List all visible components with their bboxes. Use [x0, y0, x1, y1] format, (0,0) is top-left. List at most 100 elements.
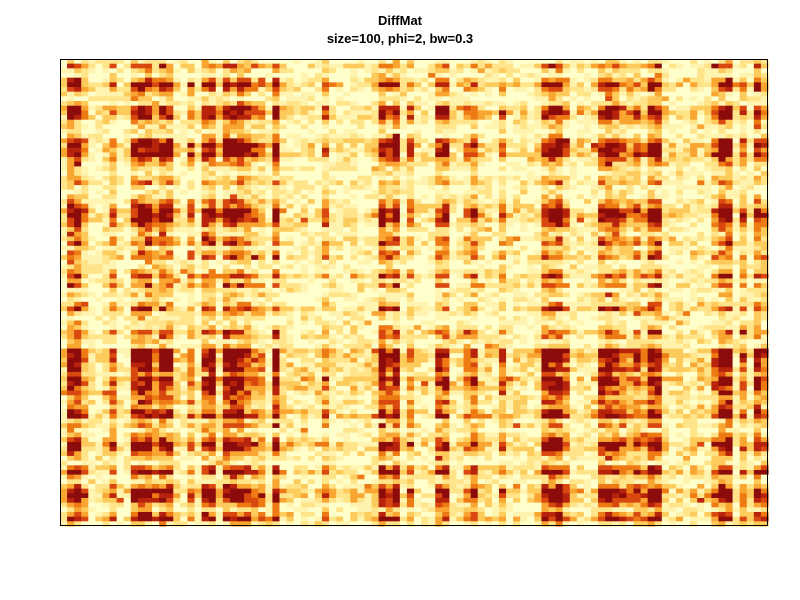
- heatmap-cell: [555, 110, 564, 116]
- heatmap-cell: [144, 278, 153, 284]
- heatmap-cell: [357, 236, 366, 242]
- heatmap-cell: [555, 91, 564, 97]
- heatmap-cell: [350, 96, 358, 102]
- heatmap-cell: [130, 105, 139, 111]
- heatmap-cell: [591, 217, 599, 224]
- heatmap-cell: [598, 63, 606, 69]
- heatmap-cell: [484, 269, 493, 275]
- heatmap-cell: [683, 129, 691, 135]
- heatmap-cell: [406, 189, 415, 196]
- heatmap-cell: [300, 217, 309, 224]
- heatmap-cell: [654, 77, 663, 83]
- heatmap-cell: [619, 250, 627, 256]
- heatmap-cell: [520, 73, 528, 79]
- heatmap-cell: [711, 287, 720, 294]
- heatmap-cell: [520, 133, 528, 139]
- heatmap-cell: [95, 236, 104, 242]
- heatmap-cell: [272, 73, 281, 79]
- heatmap-cell: [421, 185, 429, 191]
- heatmap-cell: [130, 96, 139, 102]
- heatmap-cell: [399, 222, 408, 228]
- heatmap-cell: [343, 119, 351, 125]
- heatmap-cell: [208, 245, 217, 252]
- heatmap-cell: [166, 152, 174, 158]
- heatmap-cell: [321, 245, 330, 252]
- heatmap-cell: [414, 278, 422, 284]
- heatmap-cell: [414, 147, 422, 153]
- heatmap-cell: [633, 213, 642, 219]
- heatmap-cell: [760, 250, 769, 256]
- heatmap-cell: [102, 199, 111, 205]
- heatmap-cell: [251, 259, 259, 266]
- heatmap-cell: [123, 241, 132, 247]
- heatmap-cell: [527, 264, 535, 270]
- heatmap-cell: [498, 208, 507, 214]
- heatmap-cell: [555, 278, 564, 284]
- heatmap-cell: [654, 143, 663, 149]
- heatmap-cell: [187, 269, 196, 275]
- heatmap-cell: [654, 68, 663, 74]
- heatmap-cell: [548, 194, 557, 200]
- heatmap-cell: [527, 180, 535, 186]
- heatmap-cell: [520, 143, 528, 149]
- heatmap-cell: [307, 119, 316, 125]
- heatmap-cell: [626, 180, 635, 186]
- heatmap-cell: [144, 129, 153, 135]
- heatmap-cell: [258, 269, 266, 275]
- heatmap-cell: [647, 59, 656, 65]
- heatmap-cell: [548, 157, 557, 163]
- heatmap-cell: [732, 264, 741, 270]
- heatmap-cell: [251, 287, 259, 294]
- heatmap-cell: [180, 199, 189, 205]
- heatmap-cell: [569, 110, 578, 116]
- heatmap-cell: [378, 161, 387, 168]
- heatmap-cell: [229, 133, 238, 139]
- heatmap-cell: [265, 250, 273, 256]
- heatmap-cell: [527, 119, 535, 125]
- heatmap-cell: [272, 161, 281, 168]
- heatmap-cell: [732, 175, 741, 182]
- heatmap-cell: [343, 245, 351, 252]
- heatmap-cell: [194, 82, 203, 88]
- heatmap-cell: [414, 87, 422, 93]
- heatmap-cell: [576, 110, 585, 116]
- heatmap-cell: [753, 138, 762, 144]
- heatmap-cell: [626, 68, 635, 74]
- heatmap-cell: [321, 199, 330, 205]
- heatmap-cell: [286, 124, 295, 130]
- heatmap-cell: [109, 115, 118, 121]
- heatmap-cell: [307, 161, 316, 168]
- heatmap-cell: [392, 124, 401, 130]
- heatmap-cell: [576, 199, 585, 205]
- heatmap-cell: [725, 124, 734, 130]
- heatmap-cell: [95, 283, 104, 289]
- heatmap-cell: [732, 59, 741, 65]
- heatmap-cell: [180, 231, 189, 238]
- heatmap-cell: [527, 63, 535, 69]
- heatmap-cell: [739, 110, 748, 116]
- heatmap-cell: [732, 217, 741, 224]
- heatmap-cell: [244, 96, 252, 102]
- heatmap-cell: [675, 166, 684, 172]
- heatmap-cell: [746, 245, 755, 252]
- heatmap-cell: [605, 110, 613, 116]
- heatmap-cell: [583, 227, 592, 233]
- heatmap-cell: [194, 264, 203, 270]
- heatmap-cell: [576, 213, 585, 219]
- heatmap-cell: [378, 147, 387, 153]
- heatmap-cell: [244, 63, 252, 69]
- heatmap-cell: [336, 115, 344, 121]
- heatmap-cell: [640, 199, 649, 205]
- heatmap-cell: [739, 147, 748, 153]
- heatmap-cell: [605, 157, 613, 163]
- heatmap-cell: [300, 119, 309, 125]
- heatmap-cell: [222, 203, 231, 210]
- heatmap-cell: [506, 147, 514, 153]
- heatmap-cell: [569, 264, 578, 270]
- heatmap-cell: [435, 171, 443, 177]
- heatmap-cell: [555, 269, 564, 275]
- heatmap-cell: [116, 189, 125, 196]
- heatmap-cell: [109, 175, 118, 182]
- heatmap-cell: [598, 133, 606, 139]
- heatmap-cell: [555, 171, 564, 177]
